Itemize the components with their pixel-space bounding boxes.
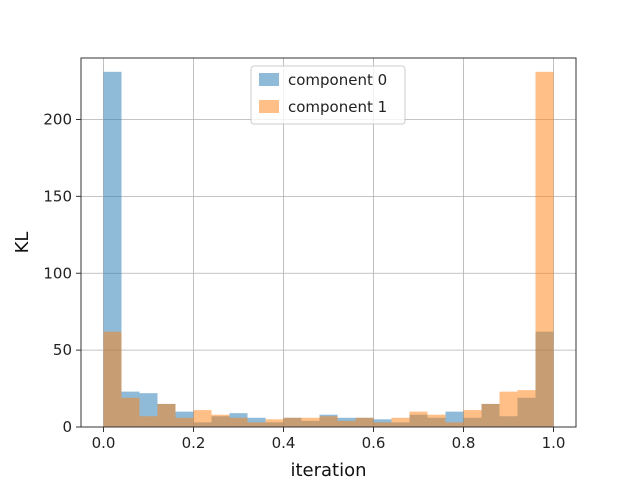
bar-component-1 (193, 410, 212, 427)
bar-component-1 (481, 403, 500, 427)
y-tick-label: 50 (53, 341, 72, 359)
bar-component-1 (463, 410, 482, 427)
legend-swatch-component-1 (259, 100, 279, 113)
plot-frame (80, 57, 577, 428)
axis-ticks: 0.0 0.2 0.4 0.6 0.8 1.0 0 50 100 150 200 (43, 111, 565, 453)
legend-swatch-component-0 (259, 73, 279, 86)
bar-component-1 (337, 420, 356, 427)
y-tick-label: 200 (43, 111, 72, 129)
x-tick-label: 0.2 (182, 434, 206, 452)
bar-component-1 (175, 417, 194, 427)
y-tick-label: 150 (43, 187, 72, 205)
bar-component-1 (103, 331, 122, 427)
bar-component-1 (211, 414, 230, 427)
y-tick-label: 0 (62, 418, 72, 436)
bar-component-1 (391, 417, 410, 427)
bar-component-1 (517, 390, 536, 427)
bar-component-1 (139, 416, 158, 427)
bar-component-1 (427, 414, 446, 427)
y-axis-label: KL (12, 232, 33, 254)
bar-component-1 (535, 71, 554, 428)
bar-component-1 (409, 411, 428, 427)
legend-label-component-1: component 1 (288, 98, 387, 116)
y-tick-label: 100 (43, 264, 72, 282)
legend: component 0 component 1 (250, 65, 406, 125)
histogram-bars (103, 71, 554, 428)
legend-label-component-0: component 0 (288, 71, 387, 89)
bar-component-1 (283, 417, 302, 427)
bar-component-1 (319, 416, 338, 427)
x-tick-label: 0.0 (92, 434, 116, 452)
x-tick-label: 1.0 (542, 434, 566, 452)
bar-component-1 (355, 417, 374, 427)
x-axis-label: iteration (290, 460, 366, 480)
bar-component-1 (229, 417, 248, 427)
bar-component-1 (247, 422, 266, 427)
bar-component-1 (499, 391, 518, 427)
bar-component-1 (121, 397, 140, 427)
bar-component-1 (157, 403, 176, 427)
x-tick-label: 0.4 (272, 434, 296, 452)
x-tick-label: 0.8 (452, 434, 476, 452)
bar-component-1 (445, 422, 464, 427)
bar-component-1 (301, 417, 320, 427)
legend-box (250, 65, 406, 125)
bar-component-1 (265, 419, 284, 427)
bar-component-1 (373, 422, 392, 427)
x-tick-label: 0.6 (362, 434, 386, 452)
